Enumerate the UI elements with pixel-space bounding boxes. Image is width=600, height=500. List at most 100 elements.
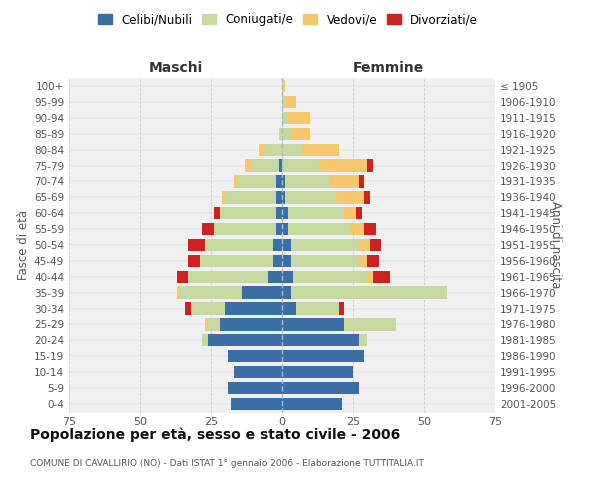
Bar: [282, 191, 285, 203]
Bar: [296, 302, 339, 314]
Bar: [225, 191, 277, 203]
Bar: [214, 207, 220, 220]
Bar: [330, 176, 359, 188]
Bar: [287, 112, 310, 124]
Bar: [268, 270, 282, 283]
Bar: [279, 128, 282, 140]
Bar: [282, 112, 287, 124]
Bar: [290, 286, 447, 299]
Bar: [282, 144, 302, 156]
Bar: [282, 382, 359, 394]
Bar: [208, 334, 282, 346]
Bar: [279, 160, 282, 172]
Bar: [364, 191, 370, 203]
Bar: [274, 239, 282, 251]
Bar: [302, 144, 339, 156]
Bar: [177, 286, 180, 299]
Bar: [367, 254, 379, 267]
Bar: [223, 191, 225, 203]
Bar: [231, 398, 282, 410]
Bar: [259, 144, 265, 156]
Legend: Celibi/Nubili, Coniugati/e, Vedovi/e, Divorziati/e: Celibi/Nubili, Coniugati/e, Vedovi/e, Di…: [93, 8, 483, 31]
Bar: [277, 191, 282, 203]
Bar: [367, 160, 373, 172]
Bar: [282, 96, 285, 108]
Text: Popolazione per età, sesso e stato civile - 2006: Popolazione per età, sesso e stato civil…: [30, 428, 400, 442]
Bar: [202, 334, 208, 346]
Bar: [205, 318, 208, 330]
Bar: [344, 318, 395, 330]
Bar: [242, 286, 282, 299]
Bar: [282, 302, 296, 314]
Bar: [277, 176, 282, 188]
Bar: [359, 334, 367, 346]
Bar: [208, 318, 220, 330]
Bar: [228, 382, 282, 394]
Bar: [277, 223, 282, 235]
Bar: [282, 350, 364, 362]
Bar: [364, 223, 376, 235]
Bar: [185, 302, 191, 314]
Y-axis label: Fasce di età: Fasce di età: [17, 210, 30, 280]
Bar: [282, 176, 285, 188]
Bar: [282, 318, 344, 330]
Bar: [290, 254, 359, 267]
Bar: [220, 207, 277, 220]
Bar: [188, 239, 205, 251]
Bar: [285, 176, 330, 188]
Bar: [282, 366, 353, 378]
Bar: [290, 128, 310, 140]
Bar: [177, 270, 188, 283]
Bar: [350, 223, 364, 235]
Bar: [245, 160, 251, 172]
Bar: [220, 318, 282, 330]
Bar: [282, 270, 293, 283]
Bar: [274, 254, 282, 267]
Bar: [228, 350, 282, 362]
Bar: [265, 144, 282, 156]
Bar: [200, 254, 274, 267]
Bar: [282, 160, 319, 172]
Bar: [356, 207, 362, 220]
Bar: [287, 207, 344, 220]
Bar: [282, 239, 290, 251]
Bar: [290, 239, 359, 251]
Bar: [205, 239, 274, 251]
Bar: [277, 207, 282, 220]
Bar: [285, 191, 336, 203]
Text: Maschi: Maschi: [148, 61, 203, 75]
Bar: [214, 223, 277, 235]
Bar: [336, 191, 364, 203]
Bar: [344, 207, 356, 220]
Bar: [370, 239, 382, 251]
Text: Femmine: Femmine: [353, 61, 424, 75]
Bar: [234, 176, 236, 188]
Bar: [359, 239, 370, 251]
Bar: [191, 302, 225, 314]
Bar: [282, 334, 359, 346]
Bar: [282, 254, 290, 267]
Bar: [287, 223, 350, 235]
Bar: [282, 80, 285, 92]
Bar: [180, 286, 242, 299]
Text: COMUNE DI CAVALLIRIO (NO) - Dati ISTAT 1° gennaio 2006 - Elaborazione TUTTITALIA: COMUNE DI CAVALLIRIO (NO) - Dati ISTAT 1…: [30, 459, 424, 468]
Bar: [282, 286, 290, 299]
Bar: [202, 223, 214, 235]
Bar: [188, 254, 200, 267]
Bar: [367, 270, 373, 283]
Bar: [188, 270, 268, 283]
Bar: [282, 223, 287, 235]
Bar: [225, 302, 282, 314]
Y-axis label: Anni di nascita: Anni di nascita: [549, 202, 562, 288]
Bar: [282, 128, 290, 140]
Bar: [282, 398, 341, 410]
Bar: [293, 270, 367, 283]
Bar: [373, 270, 390, 283]
Bar: [234, 366, 282, 378]
Bar: [282, 207, 287, 220]
Bar: [319, 160, 367, 172]
Bar: [359, 254, 367, 267]
Bar: [339, 302, 344, 314]
Bar: [251, 160, 279, 172]
Bar: [236, 176, 277, 188]
